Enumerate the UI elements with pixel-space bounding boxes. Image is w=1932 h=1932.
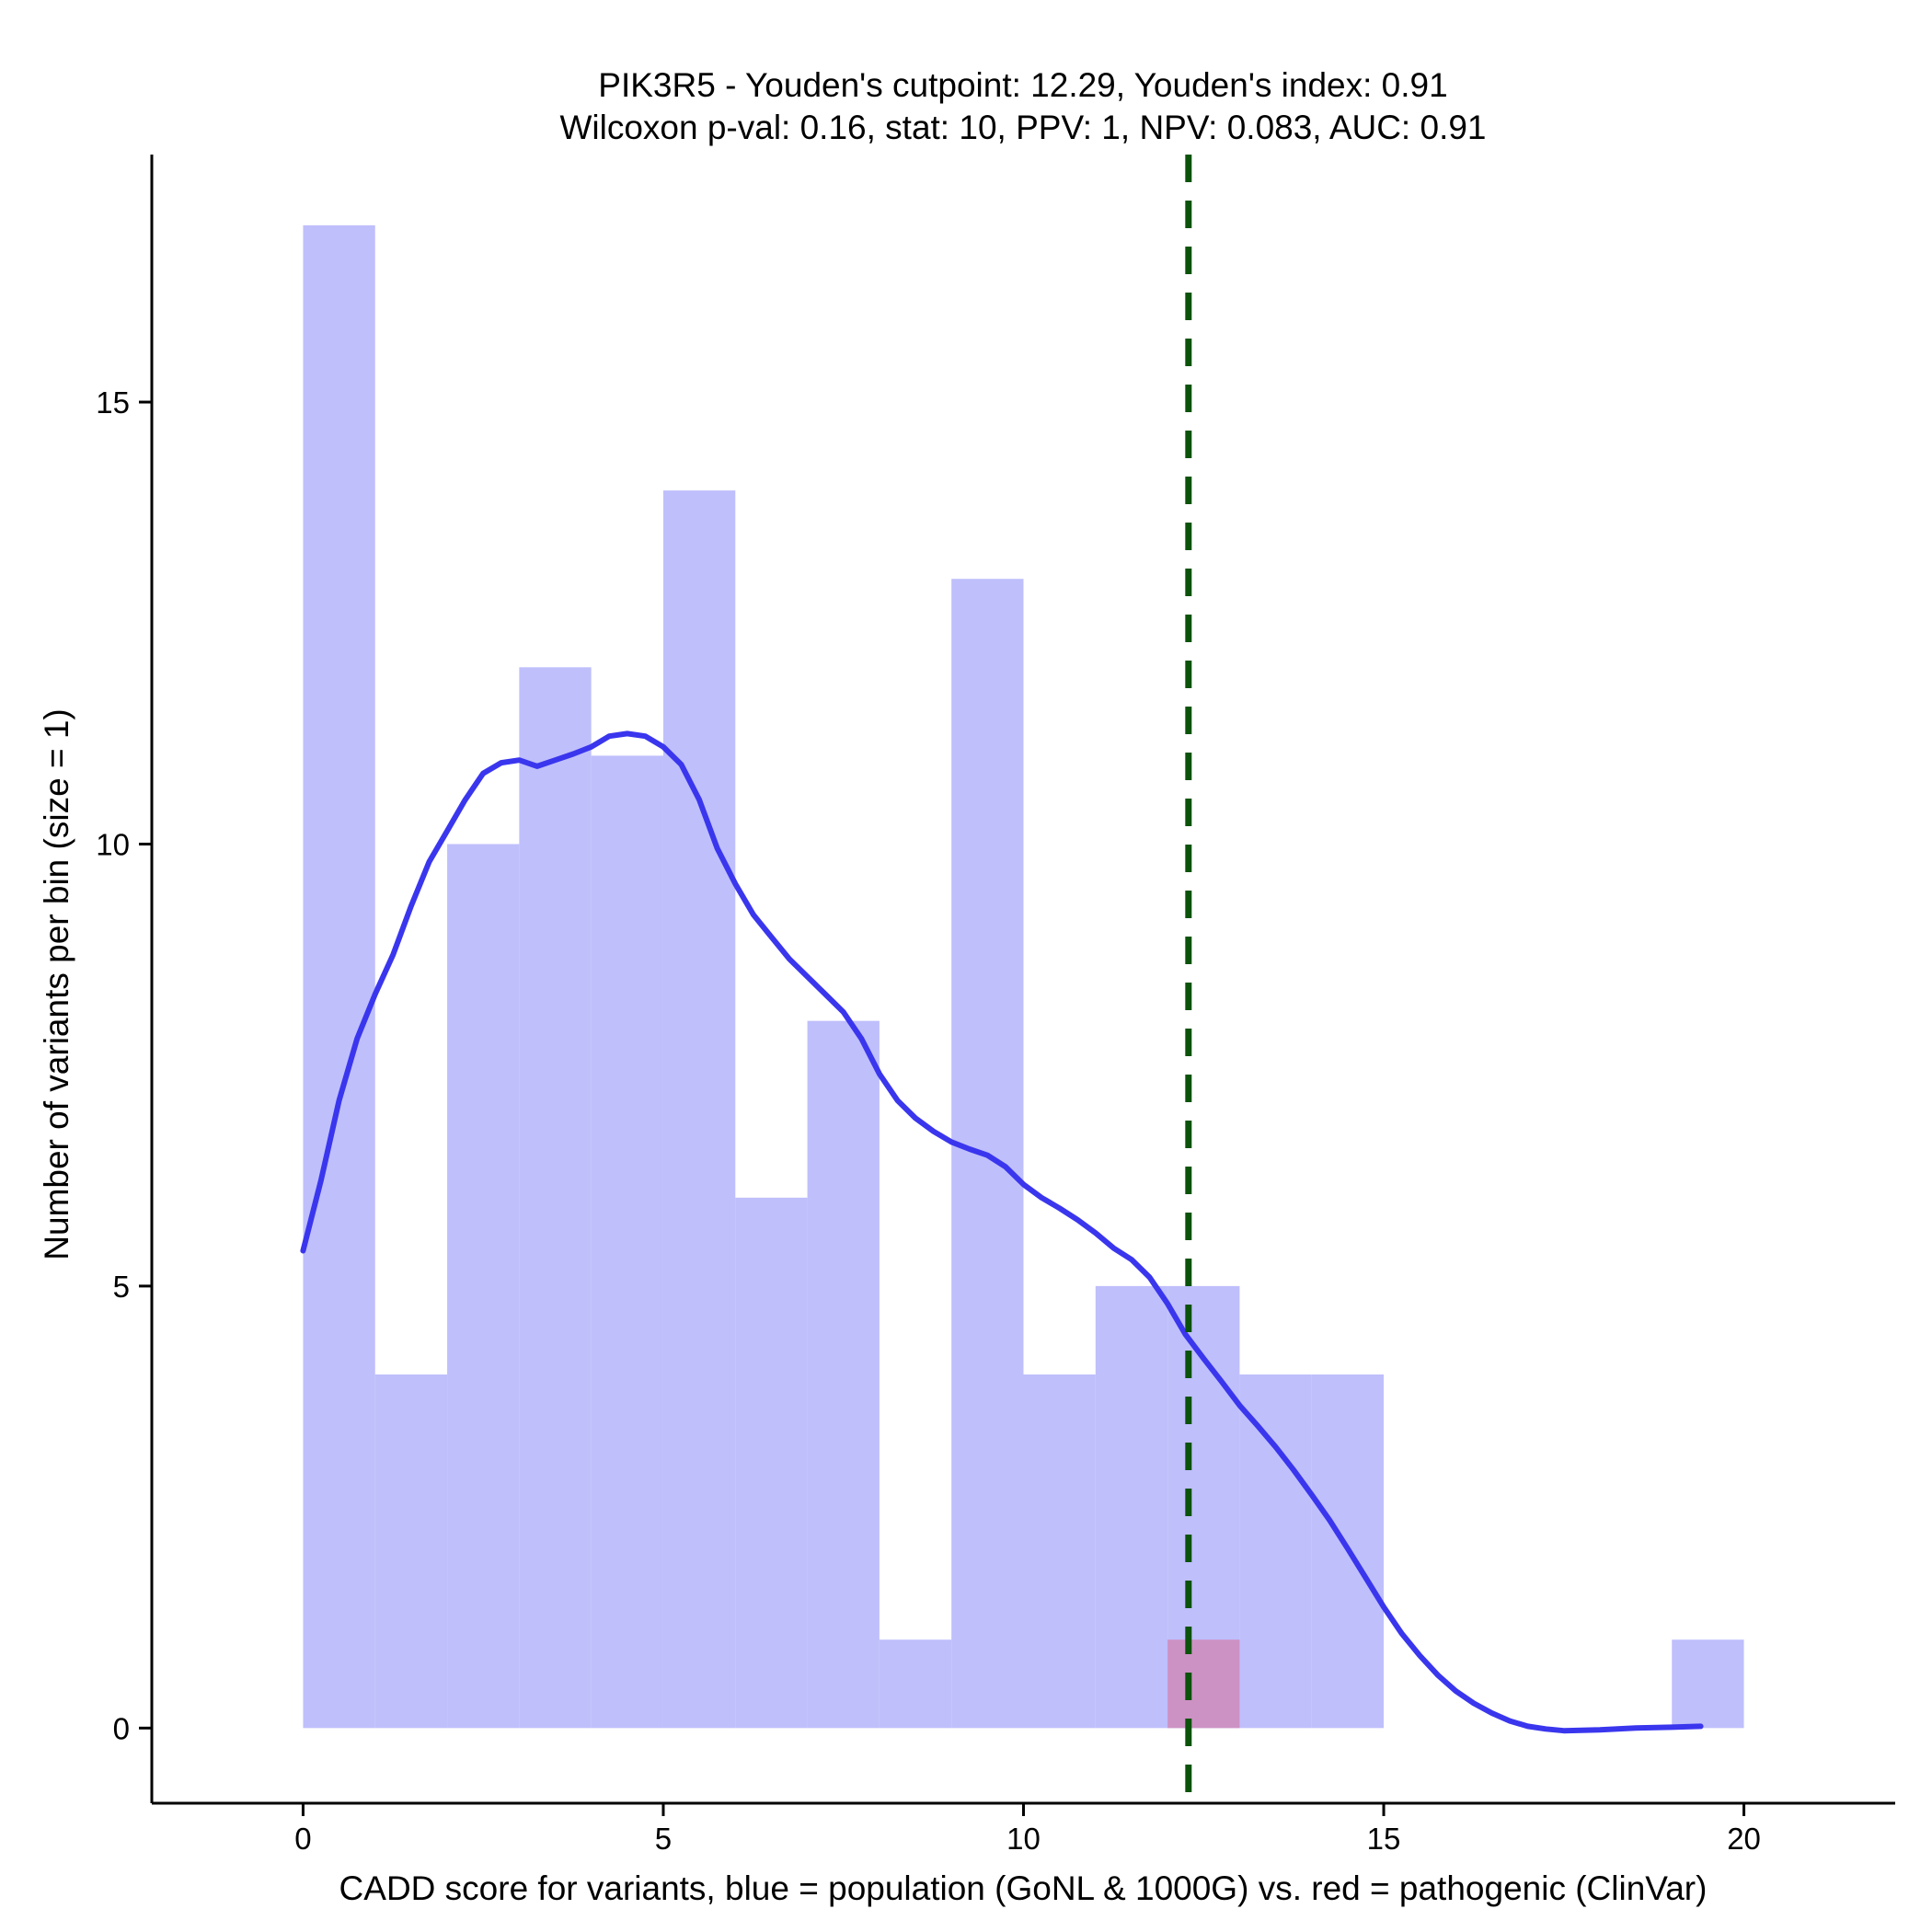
axes: 0 5 10 15 20 0 5 10 15 (96, 155, 1895, 1856)
x-tick-label-20: 20 (1727, 1822, 1761, 1856)
chart-title-line-1: PIK3R5 - Youden's cutpoint: 12.29, Youde… (598, 66, 1447, 104)
population-bar-6 (735, 1197, 808, 1729)
pathogenic-bar-12 (1167, 1639, 1240, 1729)
population-bars (303, 224, 1744, 1729)
y-tick-label-15: 15 (96, 385, 130, 420)
chart-title: PIK3R5 - Youden's cutpoint: 12.29, Youde… (559, 66, 1486, 146)
y-tick-label-5: 5 (113, 1270, 130, 1304)
population-bar-8 (879, 1639, 952, 1729)
population-bar-0 (303, 224, 375, 1729)
x-axis-ticks: 0 5 10 15 20 (294, 1803, 1761, 1856)
x-tick-label-10: 10 (1006, 1822, 1041, 1856)
x-axis-label: CADD score for variants, blue = populati… (339, 1869, 1708, 1907)
x-tick-label-0: 0 (294, 1822, 311, 1856)
population-bar-3 (519, 667, 592, 1729)
x-tick-label-15: 15 (1367, 1822, 1401, 1856)
population-bar-4 (591, 755, 663, 1729)
pathogenic-bars (1167, 1639, 1240, 1729)
density-curve (300, 730, 1704, 1734)
population-bar-13 (1239, 1374, 1312, 1729)
y-axis-ticks: 0 5 10 15 (96, 385, 152, 1745)
y-tick-label-0: 0 (113, 1711, 130, 1745)
chart-title-line-2: Wilcoxon p-val: 0.16, stat: 10, PPV: 1, … (559, 109, 1486, 146)
population-bar-10 (1023, 1374, 1096, 1729)
population-bar-19 (1672, 1639, 1744, 1729)
population-bar-5 (662, 490, 736, 1729)
population-bar-7 (807, 1020, 880, 1729)
y-tick-label-10: 10 (96, 827, 130, 861)
population-bar-1 (374, 1374, 448, 1729)
population-bar-11 (1095, 1285, 1168, 1729)
x-tick-label-5: 5 (655, 1822, 672, 1856)
y-axis-label: Number of variants per bin (size = 1) (38, 708, 75, 1259)
population-bar-2 (447, 844, 520, 1729)
